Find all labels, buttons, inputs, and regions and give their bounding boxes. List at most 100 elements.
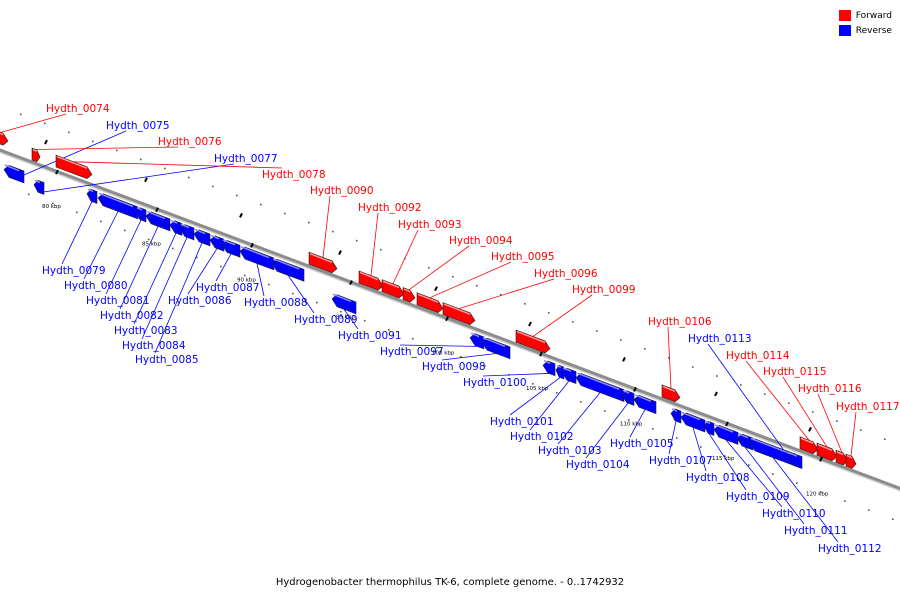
gene-highlight (240, 246, 270, 259)
gene-label[interactable]: Hydth_0090 (310, 185, 374, 197)
gene-label[interactable]: Hydth_0099 (572, 284, 636, 296)
gene-label[interactable]: Hydth_0084 (122, 340, 186, 352)
gene-highlight (516, 330, 546, 344)
gene-arrow[interactable] (358, 270, 384, 291)
gene-label[interactable]: Hydth_0116 (798, 383, 862, 395)
track-dot (292, 292, 294, 295)
gene-arrow[interactable] (835, 449, 849, 466)
track-dot (772, 473, 774, 475)
scale-label: 80 kbp (42, 204, 61, 210)
gene-leader-line (399, 344, 478, 347)
gene-label[interactable]: Hydth_0085 (135, 354, 199, 366)
gene-leader-line (392, 229, 419, 284)
gene-label[interactable]: Hydth_0091 (338, 330, 402, 342)
gene-label[interactable]: Hydth_0089 (294, 314, 358, 326)
gene-label[interactable]: Hydth_0112 (818, 543, 882, 555)
gene-label[interactable]: Hydth_0094 (449, 235, 513, 247)
tick-layer: 80 kbp 85 kbp 90 kbp 95 kbp 100 kbp 105 kbp 11… (20, 113, 894, 520)
gene-highlight (788, 452, 798, 457)
gene-arrow[interactable] (0, 130, 9, 146)
gene-label[interactable]: Hydth_0092 (358, 202, 422, 214)
gene-arrow[interactable] (416, 292, 444, 314)
track-dot (44, 122, 46, 125)
gene-label[interactable]: Hydth_0088 (244, 297, 308, 309)
gene-label[interactable]: Hydth_0086 (168, 295, 232, 307)
gene-leader-line (745, 360, 810, 441)
legend-item-reverse: Reverse (838, 23, 892, 38)
gene-label[interactable]: Hydth_0075 (106, 120, 170, 132)
scale-tick (725, 421, 729, 427)
gene-leader-line (119, 226, 159, 310)
gene-label[interactable]: Hydth_0111 (784, 525, 848, 537)
gene-label[interactable]: Hydth_0083 (114, 325, 178, 337)
gene-label[interactable]: Hydth_0078 (262, 169, 326, 181)
gene-label[interactable]: Hydth_0104 (566, 459, 630, 471)
gene-highlight (634, 394, 652, 402)
gene-label[interactable]: Hydth_0105 (610, 438, 674, 450)
gene-arrow[interactable] (845, 453, 857, 469)
scale-tick (622, 356, 626, 362)
gene-label[interactable]: Hydth_0109 (726, 491, 790, 503)
gene-arrow[interactable] (799, 436, 819, 455)
gene-label[interactable]: Hydth_0115 (763, 366, 827, 378)
gene-label[interactable]: Hydth_0100 (463, 377, 527, 389)
gene-label[interactable]: Hydth_0102 (510, 431, 574, 443)
gene-highlight (272, 258, 300, 270)
gene-arrow[interactable] (55, 154, 93, 180)
gene-highlight (543, 359, 551, 365)
gene-label[interactable]: Hydth_0106 (648, 316, 712, 328)
gene-label[interactable]: Hydth_0074 (46, 103, 110, 115)
gene-leader-line (256, 263, 265, 297)
gene-arrow[interactable] (308, 251, 338, 274)
gene-label[interactable]: Hydth_0113 (688, 333, 752, 345)
gene-label[interactable]: Hydth_0110 (762, 508, 826, 520)
gene-arrow[interactable] (402, 287, 416, 303)
gene-arrow[interactable] (442, 302, 476, 326)
gene-label[interactable]: Hydth_0101 (490, 416, 554, 428)
gene-arrow[interactable] (31, 147, 41, 163)
gene-highlight (32, 148, 38, 153)
gene-label[interactable]: Hydth_0082 (100, 310, 164, 322)
track-dot (92, 140, 94, 143)
gene-label[interactable]: Hydth_0103 (538, 445, 602, 457)
track-dot (692, 366, 694, 368)
legend-item-forward: Forward (838, 8, 892, 23)
gene-label[interactable]: Hydth_0097 (380, 346, 444, 358)
gene-leader-line (133, 233, 177, 325)
gene-leader-line (692, 427, 707, 472)
gene-label[interactable]: Hydth_0077 (214, 153, 278, 165)
scale-tick (714, 391, 718, 397)
track-dot (436, 346, 438, 349)
gene-leader-line (429, 261, 512, 299)
scale-tick (144, 177, 148, 183)
track-dot (476, 284, 478, 287)
gene-label[interactable]: Hydth_0081 (86, 295, 150, 307)
gene-label[interactable]: Hydth_0079 (42, 265, 106, 277)
gene-label[interactable]: Hydth_0087 (196, 282, 260, 294)
gene-arrow[interactable] (816, 442, 838, 462)
gene-arrow[interactable] (331, 294, 357, 315)
gene-label[interactable]: Hydth_0093 (398, 219, 462, 231)
gene-label[interactable]: Hydth_0098 (422, 361, 486, 373)
gene-label[interactable]: Hydth_0108 (686, 472, 750, 484)
gene-leader-line (509, 377, 561, 416)
gene-label[interactable]: Hydth_0080 (64, 280, 128, 292)
gene-label[interactable]: Hydth_0114 (726, 350, 790, 362)
gene-leader-line (482, 373, 550, 377)
gene-arrow[interactable] (515, 329, 551, 354)
gene-leader-line (35, 146, 179, 150)
track-dot (428, 266, 430, 269)
track-dot (668, 357, 670, 359)
track-dot (628, 419, 630, 421)
gene-highlight (382, 280, 400, 289)
track-dot (796, 482, 798, 484)
gene-label[interactable]: Hydth_0095 (491, 251, 555, 263)
gene-label[interactable]: Hydth_0096 (534, 268, 598, 280)
gene-highlight (210, 234, 220, 240)
gene-label[interactable]: Hydth_0076 (158, 136, 222, 148)
track-dot (260, 203, 262, 206)
gene-label[interactable]: Hydth_0107 (649, 455, 713, 467)
gene-label[interactable]: Hydth_0117 (836, 401, 900, 413)
gene-arrow[interactable] (381, 279, 405, 299)
gene-arrow[interactable] (661, 384, 681, 403)
